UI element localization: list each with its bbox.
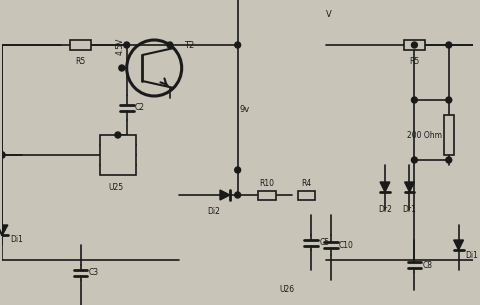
Text: C5: C5 — [319, 238, 329, 247]
Circle shape — [446, 42, 452, 48]
Circle shape — [119, 65, 125, 71]
Text: R5: R5 — [409, 57, 420, 66]
Text: 200 Ohm: 200 Ohm — [407, 131, 442, 139]
Polygon shape — [380, 182, 390, 192]
Circle shape — [167, 42, 173, 48]
Polygon shape — [454, 240, 464, 250]
Text: C2: C2 — [134, 103, 144, 112]
Polygon shape — [405, 182, 414, 192]
Text: Dr1: Dr1 — [403, 205, 417, 214]
Text: 9v: 9v — [240, 106, 250, 114]
Text: Di2: Di2 — [208, 207, 220, 216]
Circle shape — [446, 157, 452, 163]
Text: C10: C10 — [339, 241, 354, 249]
Circle shape — [411, 42, 417, 48]
Text: Dr2: Dr2 — [378, 205, 392, 214]
Bar — [298, 191, 315, 199]
Text: C3: C3 — [88, 268, 98, 277]
Circle shape — [411, 157, 417, 163]
Text: U25: U25 — [108, 183, 123, 192]
Text: Di1: Di1 — [10, 235, 23, 245]
Circle shape — [235, 192, 240, 198]
Circle shape — [0, 152, 5, 158]
Bar — [404, 40, 425, 50]
Text: T2: T2 — [184, 41, 194, 49]
Text: U26: U26 — [279, 285, 294, 294]
Polygon shape — [220, 190, 230, 200]
Bar — [100, 135, 135, 175]
Text: R4: R4 — [301, 180, 312, 188]
Text: V: V — [326, 10, 332, 19]
Text: 4.5V: 4.5V — [116, 37, 125, 55]
Bar — [70, 40, 91, 50]
Text: R5: R5 — [75, 57, 85, 66]
Bar — [258, 191, 276, 199]
Circle shape — [0, 152, 5, 158]
Circle shape — [235, 167, 240, 173]
Circle shape — [446, 97, 452, 103]
Polygon shape — [0, 225, 8, 235]
Text: R10: R10 — [260, 180, 275, 188]
Bar — [444, 115, 454, 155]
Circle shape — [115, 132, 121, 138]
Circle shape — [235, 42, 240, 48]
Text: C8: C8 — [422, 260, 432, 270]
Circle shape — [411, 97, 417, 103]
Text: Di1: Di1 — [466, 250, 479, 260]
Circle shape — [124, 42, 130, 48]
